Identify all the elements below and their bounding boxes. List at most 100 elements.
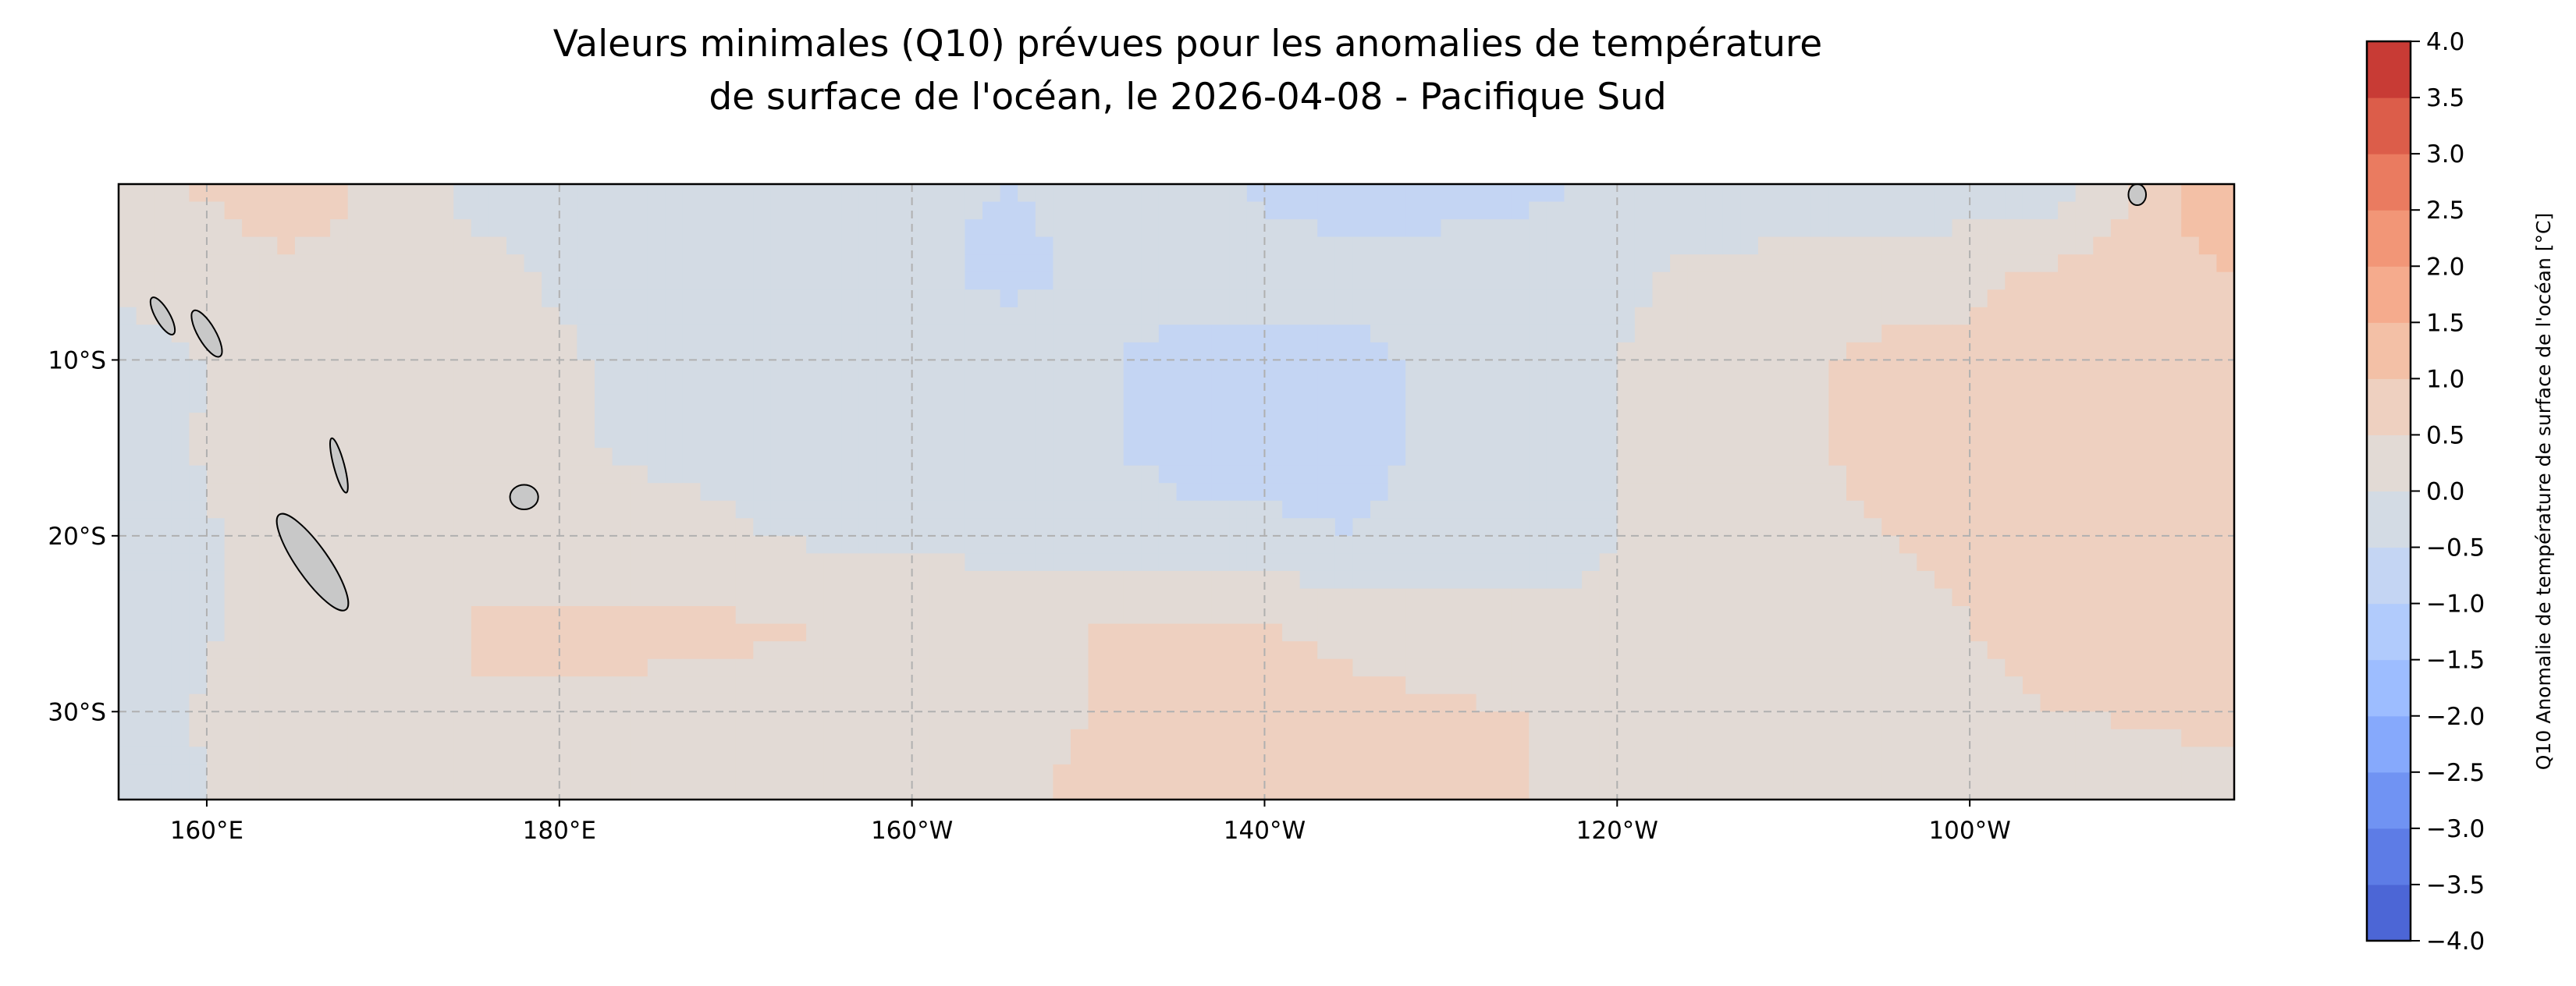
heatmap-cell	[1387, 535, 1406, 554]
heatmap-cell	[700, 307, 719, 325]
heatmap-cell	[1511, 254, 1530, 273]
heatmap-cell	[1899, 658, 1917, 677]
heatmap-cell	[1864, 430, 1882, 449]
heatmap-cell	[1494, 711, 1512, 730]
heatmap-cell	[1387, 711, 1406, 730]
heatmap-cell	[876, 729, 895, 747]
heatmap-cell	[1123, 236, 1142, 255]
heatmap-cell	[1264, 448, 1283, 466]
heatmap-cell	[418, 747, 437, 765]
heatmap-cell	[154, 254, 172, 273]
heatmap-cell	[2181, 623, 2200, 642]
heatmap-cell	[2022, 395, 2041, 413]
heatmap-cell	[1387, 641, 1406, 660]
heatmap-cell	[2128, 676, 2147, 695]
heatmap-cell	[1317, 693, 1336, 712]
heatmap-cell	[453, 254, 472, 273]
heatmap-cell	[1846, 711, 1865, 730]
heatmap-cell	[1334, 413, 1353, 431]
heatmap-cell	[876, 483, 895, 502]
heatmap-cell	[1987, 413, 2006, 431]
heatmap-cell	[259, 676, 278, 695]
heatmap-cell	[1194, 236, 1213, 255]
heatmap-cell	[1352, 641, 1371, 660]
colorbar-tick-label: 2.5	[2426, 197, 2464, 225]
heatmap-cell	[858, 518, 877, 537]
heatmap-cell	[542, 553, 560, 572]
heatmap-cell	[1194, 201, 1213, 220]
heatmap-cell	[1582, 764, 1601, 782]
heatmap-cell	[788, 500, 807, 519]
heatmap-cell	[2075, 711, 2094, 730]
heatmap-cell	[1634, 378, 1654, 396]
heatmap-cell	[911, 535, 930, 554]
heatmap-cell	[1828, 729, 1847, 747]
heatmap-cell	[382, 747, 402, 765]
heatmap-cell	[982, 782, 1001, 800]
heatmap-cell	[665, 623, 684, 642]
heatmap-cell	[1334, 201, 1353, 220]
heatmap-cell	[400, 360, 419, 378]
heatmap-cell	[559, 236, 577, 255]
heatmap-cell	[506, 518, 525, 537]
heatmap-cell	[471, 747, 489, 765]
heatmap-cell	[753, 201, 772, 220]
heatmap-cell	[1229, 518, 1248, 537]
heatmap-cell	[630, 465, 648, 484]
heatmap-cell	[876, 500, 895, 519]
heatmap-cell	[1952, 307, 1970, 325]
heatmap-cell	[171, 271, 190, 290]
heatmap-cell	[947, 693, 965, 712]
heatmap-cell	[788, 325, 807, 343]
heatmap-cell	[2040, 413, 2059, 431]
heatmap-cell	[911, 606, 930, 625]
heatmap-cell	[1282, 201, 1301, 220]
heatmap-cell	[1810, 676, 1829, 695]
heatmap-cell	[1387, 219, 1406, 238]
heatmap-cell	[1758, 430, 1777, 449]
heatmap-cell	[1634, 693, 1654, 712]
heatmap-cell	[1317, 500, 1336, 519]
heatmap-cell	[400, 535, 419, 554]
heatmap-cell	[1476, 325, 1494, 343]
heatmap-cell	[1423, 729, 1441, 747]
heatmap-cell	[1352, 307, 1371, 325]
heatmap-cell	[1317, 676, 1336, 695]
heatmap-cell	[1035, 500, 1053, 519]
heatmap-cell	[1564, 623, 1583, 642]
heatmap-cell	[2058, 378, 2077, 396]
heatmap-cell	[2022, 271, 2041, 290]
heatmap-cell	[1775, 289, 1794, 308]
heatmap-cell	[1370, 219, 1389, 238]
heatmap-cell	[1141, 570, 1160, 589]
heatmap-cell	[2040, 378, 2059, 396]
heatmap-cell	[471, 289, 489, 308]
x-tick-label: 160°E	[170, 817, 243, 845]
heatmap-cell	[841, 483, 860, 502]
heatmap-cell	[577, 623, 595, 642]
heatmap-cell	[2022, 360, 2041, 378]
heatmap-cell	[524, 623, 542, 642]
heatmap-cell	[1846, 236, 1865, 255]
heatmap-cell	[542, 500, 560, 519]
heatmap-cell	[1334, 448, 1353, 466]
heatmap-cell	[947, 500, 965, 519]
heatmap-cell	[506, 711, 525, 730]
heatmap-cell	[718, 570, 737, 589]
heatmap-cell	[1810, 307, 1829, 325]
heatmap-cell	[312, 219, 331, 238]
heatmap-cell	[1317, 518, 1336, 537]
heatmap-cell	[136, 360, 155, 378]
colorbar: −4.0−3.5−3.0−2.5−2.0−1.5−1.0−0.50.00.51.…	[2365, 28, 2485, 956]
heatmap-cell	[1053, 325, 1071, 343]
heatmap-cell	[471, 782, 489, 800]
heatmap-cell	[189, 782, 208, 800]
heatmap-cell	[612, 395, 631, 413]
heatmap-cell	[1441, 553, 1459, 572]
heatmap-cell	[435, 623, 454, 642]
heatmap-cell	[753, 747, 772, 765]
heatmap-cell	[1828, 676, 1847, 695]
heatmap-cell	[735, 360, 754, 378]
heatmap-cell	[347, 307, 366, 325]
heatmap-cell	[259, 518, 278, 537]
